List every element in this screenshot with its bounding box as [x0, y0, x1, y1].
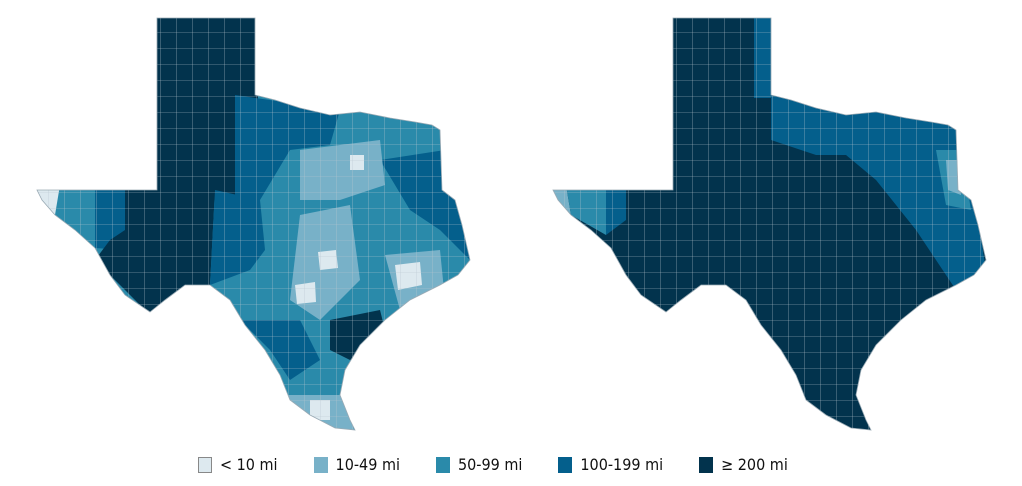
legend-item-lt10: < 10 mi	[198, 455, 278, 474]
legend-item-gte200: ≥ 200 mi	[699, 455, 788, 474]
legend-label: 10-49 mi	[335, 455, 400, 474]
legend-label: 100-199 mi	[580, 455, 664, 474]
legend-swatch	[558, 456, 573, 473]
legend-swatch	[313, 456, 328, 473]
legend-item-100-199: 100-199 mi	[558, 455, 663, 474]
legend-label: ≥ 200 mi	[721, 455, 788, 474]
legend-item-50-99: 50-99 mi	[435, 455, 523, 474]
legend: < 10 mi 10-49 mi 50-99 mi 100-199 mi ≥ 2…	[198, 455, 824, 474]
legend-label: 50-99 mi	[457, 455, 523, 474]
legend-label: < 10 mi	[220, 455, 278, 474]
legend-swatch	[699, 456, 714, 473]
legend-item-10-49: 10-49 mi	[313, 455, 400, 474]
legend-swatch	[198, 456, 212, 473]
legend-swatch	[435, 456, 450, 473]
